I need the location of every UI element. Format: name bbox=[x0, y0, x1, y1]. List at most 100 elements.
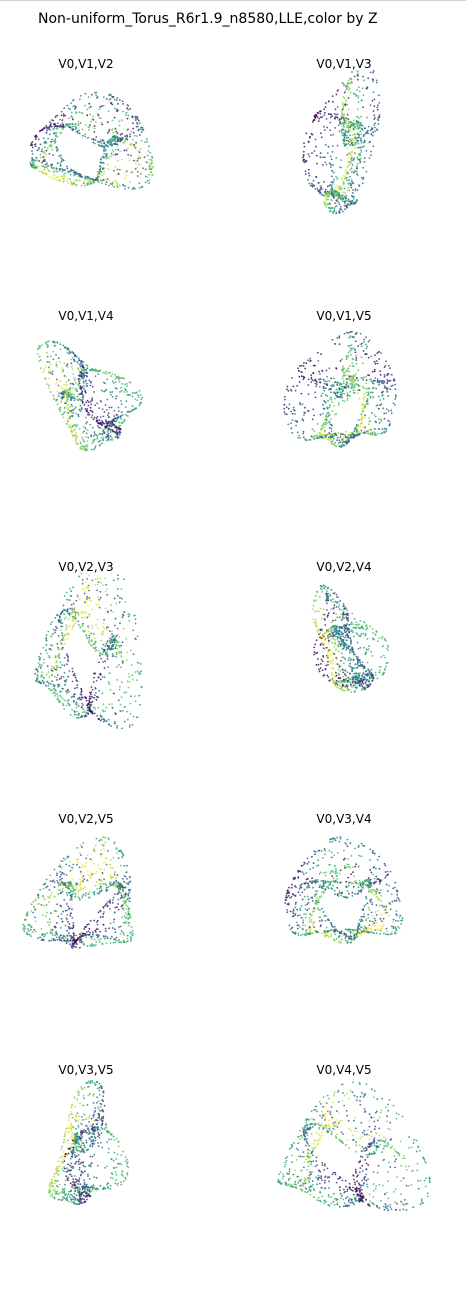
scatter-point bbox=[84, 696, 86, 698]
scatter-point bbox=[85, 573, 88, 574]
scatter-point bbox=[107, 718, 110, 721]
scatter-point bbox=[347, 129, 350, 132]
scatter-point bbox=[325, 417, 327, 420]
scatter-point bbox=[58, 620, 61, 622]
scatter-point bbox=[137, 125, 139, 128]
scatter-point bbox=[81, 707, 84, 710]
scatter-point bbox=[87, 136, 90, 139]
scatter-point bbox=[69, 415, 72, 418]
scatter-point bbox=[354, 188, 357, 190]
scatter-point bbox=[45, 644, 48, 647]
scatter-point bbox=[122, 141, 124, 144]
scatter-point bbox=[365, 651, 367, 654]
scatter-point bbox=[347, 186, 349, 189]
scatter-point bbox=[116, 431, 119, 434]
scatter-point bbox=[106, 141, 109, 144]
scatter-point bbox=[103, 172, 105, 175]
scatter-point bbox=[347, 79, 350, 82]
scatter-point bbox=[61, 611, 63, 613]
scatter-point bbox=[334, 202, 337, 205]
scatter-point bbox=[371, 655, 374, 657]
scatter-point bbox=[67, 398, 69, 401]
scatter-point bbox=[111, 373, 114, 375]
scatter-point bbox=[53, 132, 56, 135]
scatter-point bbox=[38, 146, 40, 149]
scatter-point bbox=[376, 404, 379, 407]
scatter-point bbox=[70, 403, 73, 406]
scatter-point bbox=[94, 446, 97, 449]
scatter-point bbox=[137, 157, 140, 160]
scatter-point bbox=[69, 410, 71, 412]
scatter-point bbox=[125, 170, 128, 173]
scatter-point bbox=[322, 436, 324, 439]
scatter-point bbox=[358, 86, 360, 89]
scatter-point bbox=[43, 677, 45, 679]
scatter-point bbox=[314, 117, 317, 119]
scatter-point bbox=[341, 177, 343, 179]
scatter-point bbox=[361, 342, 363, 345]
scatter-point bbox=[31, 141, 34, 143]
scatter-point bbox=[120, 650, 123, 653]
scatter-point bbox=[67, 688, 69, 691]
scatter-point bbox=[139, 128, 142, 131]
scatter-point bbox=[294, 413, 296, 415]
scatter-point bbox=[60, 625, 62, 628]
scatter-point bbox=[322, 427, 324, 430]
scatter-point bbox=[106, 121, 109, 123]
scatter-point bbox=[134, 187, 137, 190]
scatter-point bbox=[85, 371, 88, 373]
scatter-point bbox=[114, 426, 116, 429]
scatter-point bbox=[351, 381, 353, 384]
scatter-point bbox=[112, 382, 115, 384]
scatter-point bbox=[69, 108, 71, 111]
scatter-point bbox=[84, 104, 86, 107]
scatter-point bbox=[53, 397, 55, 400]
scatter-point bbox=[73, 623, 76, 626]
scatter-point bbox=[73, 608, 76, 611]
scatter-point bbox=[291, 419, 294, 421]
scatter-point bbox=[38, 681, 41, 683]
scatter-point bbox=[309, 438, 312, 441]
scatter-point bbox=[355, 425, 358, 428]
scatter-point bbox=[382, 394, 384, 396]
scatter-point bbox=[333, 343, 336, 345]
scatter-point bbox=[343, 132, 345, 135]
scatter-point bbox=[51, 644, 54, 647]
scatter-point bbox=[288, 403, 291, 406]
scatter-point bbox=[31, 164, 34, 167]
scatter-point bbox=[103, 170, 106, 173]
scatter-point bbox=[41, 679, 44, 682]
scatter-point bbox=[63, 125, 66, 128]
scatter-point bbox=[362, 397, 365, 400]
scatter-point bbox=[68, 613, 71, 616]
scatter-point bbox=[113, 641, 116, 644]
scatter-point bbox=[101, 161, 104, 164]
scatter-point bbox=[350, 683, 352, 686]
scatter-point bbox=[56, 114, 59, 117]
scatter-point bbox=[110, 604, 112, 607]
scatter-point bbox=[314, 643, 317, 646]
scatter-point bbox=[327, 663, 329, 666]
scatter-point bbox=[332, 191, 335, 193]
scatter-point bbox=[115, 653, 118, 655]
scatter-point bbox=[348, 664, 351, 667]
scatter-point bbox=[325, 194, 327, 197]
scatter-point bbox=[354, 136, 357, 139]
scatter-point bbox=[374, 420, 377, 423]
scatter-point bbox=[86, 114, 89, 117]
scatter-point bbox=[365, 343, 367, 346]
scatter-point bbox=[348, 161, 351, 163]
scatter-point bbox=[353, 389, 356, 392]
scatter-point bbox=[345, 122, 348, 125]
scatter-point bbox=[295, 424, 297, 427]
scatter-point bbox=[68, 396, 70, 399]
scatter-point bbox=[341, 390, 344, 393]
scatter-point bbox=[114, 377, 117, 380]
scatter-point bbox=[327, 433, 330, 435]
scatter-point bbox=[360, 356, 363, 359]
scatter-point bbox=[68, 389, 70, 391]
scatter-point bbox=[379, 418, 382, 421]
scatter-point bbox=[124, 601, 127, 603]
scatter-point bbox=[108, 723, 111, 726]
scatter-point bbox=[76, 399, 79, 401]
